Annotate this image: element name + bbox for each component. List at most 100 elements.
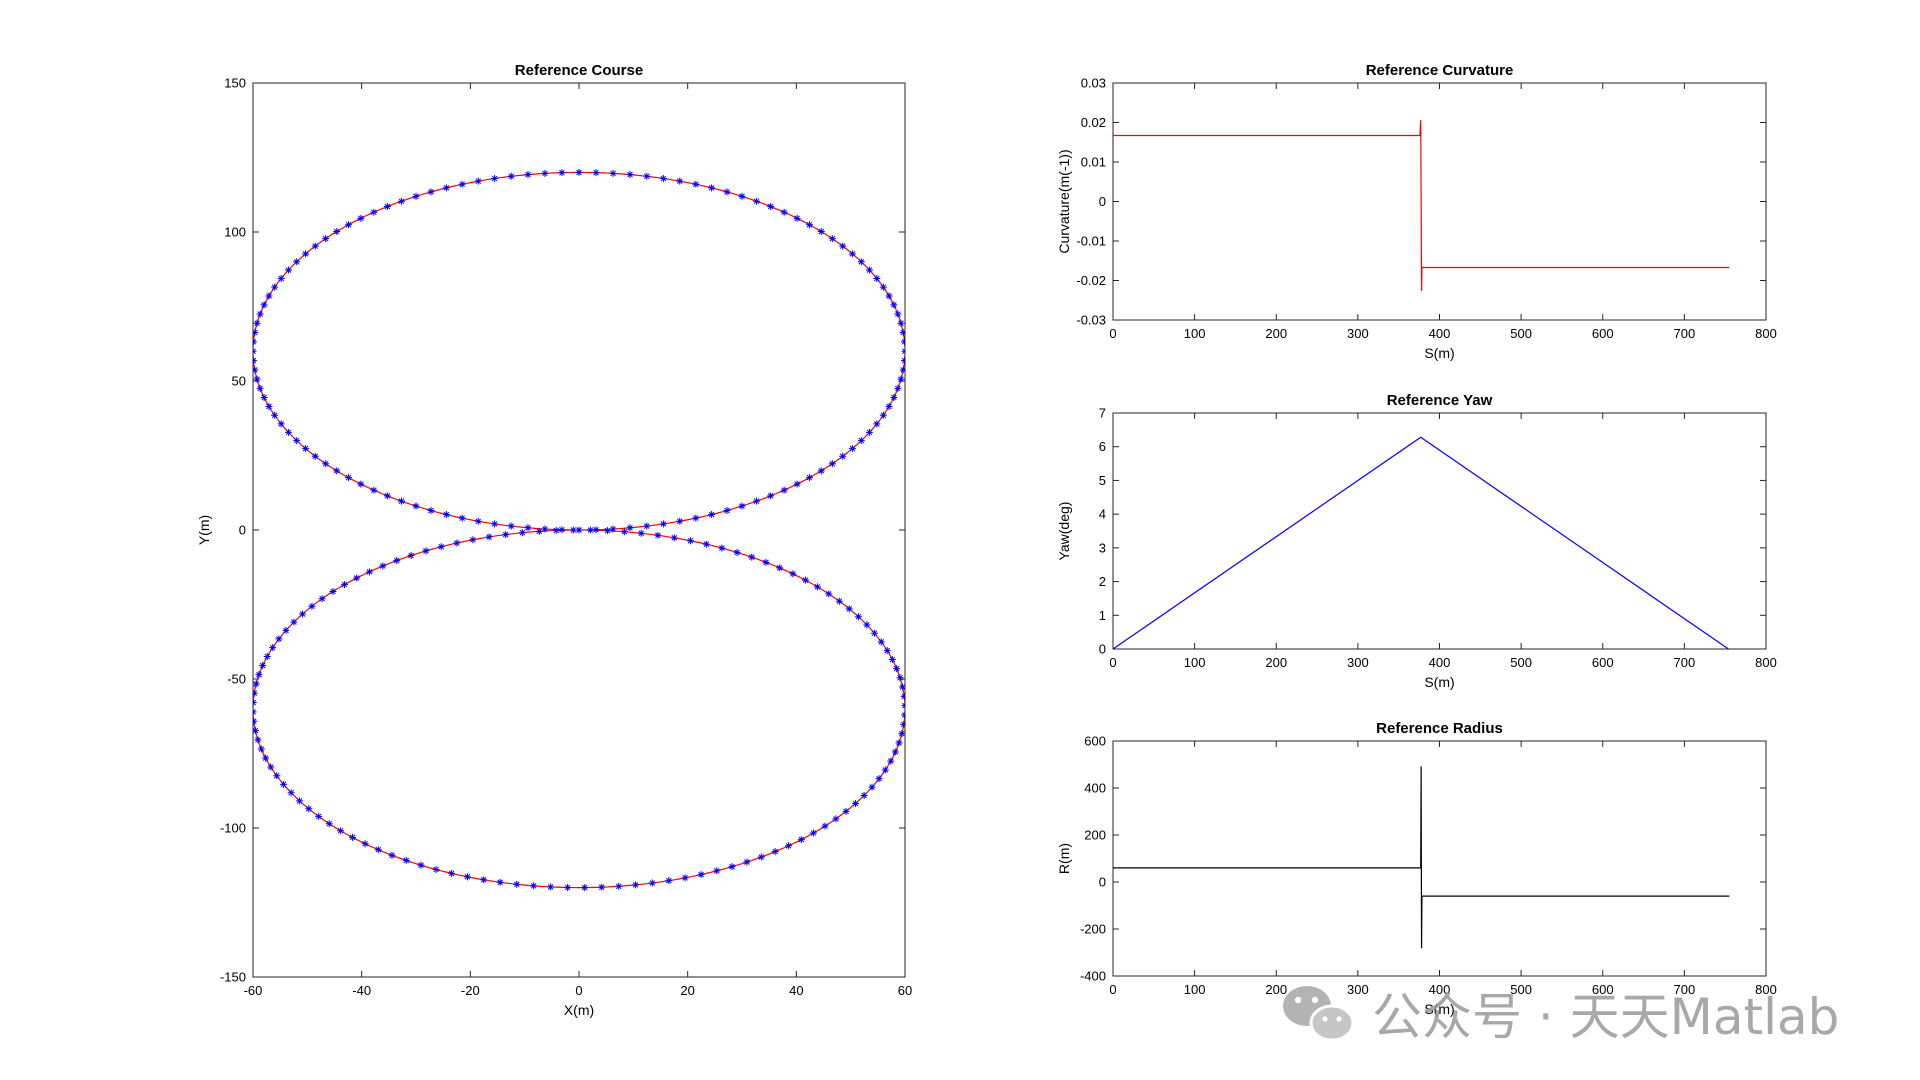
data-point-marker bbox=[873, 274, 881, 282]
data-point-marker bbox=[839, 242, 847, 250]
data-point-marker bbox=[900, 692, 905, 700]
data-point-marker bbox=[828, 235, 836, 243]
data-point-marker bbox=[854, 613, 862, 621]
data-point-marker bbox=[753, 197, 761, 205]
data-point-marker bbox=[273, 772, 281, 780]
y-tick-label: 0.01 bbox=[1081, 155, 1106, 170]
data-point-marker bbox=[558, 169, 566, 177]
series-markers bbox=[253, 168, 905, 892]
data-point-marker bbox=[748, 553, 756, 561]
data-point-marker bbox=[379, 562, 387, 570]
data-point-marker bbox=[333, 228, 341, 236]
data-point-marker bbox=[290, 618, 298, 626]
data-point-marker bbox=[277, 420, 285, 428]
data-point-marker bbox=[265, 292, 273, 300]
data-point-marker bbox=[370, 208, 378, 216]
data-point-marker bbox=[458, 180, 466, 188]
plot-content bbox=[1113, 436, 1729, 649]
data-point-marker bbox=[877, 638, 885, 646]
x-tick-label: -20 bbox=[461, 983, 480, 998]
y-tick-label: 200 bbox=[1084, 828, 1106, 843]
data-point-marker bbox=[899, 329, 905, 337]
data-point-marker bbox=[620, 528, 628, 536]
data-point-marker bbox=[592, 526, 600, 534]
y-axis-label: Curvature(m(-1)) bbox=[1056, 149, 1072, 253]
data-point-marker bbox=[767, 203, 775, 211]
x-tick-label: 300 bbox=[1347, 326, 1369, 341]
data-point-marker bbox=[793, 480, 801, 488]
y-tick-label: 0.03 bbox=[1081, 76, 1106, 91]
data-point-marker bbox=[848, 445, 856, 453]
data-point-marker bbox=[285, 428, 293, 436]
y-tick-label: 600 bbox=[1084, 734, 1106, 749]
data-point-marker bbox=[491, 520, 499, 528]
data-point-marker bbox=[322, 235, 330, 243]
data-point-marker bbox=[609, 169, 617, 177]
data-point-marker bbox=[253, 375, 261, 383]
data-point-marker bbox=[676, 517, 684, 525]
data-point-marker bbox=[253, 717, 258, 725]
data-point-marker bbox=[801, 576, 809, 584]
data-point-marker bbox=[518, 529, 526, 537]
data-point-marker bbox=[552, 526, 560, 534]
x-tick-label: 300 bbox=[1347, 982, 1369, 997]
data-point-marker bbox=[507, 172, 515, 180]
x-axis-label: S(m) bbox=[1424, 345, 1454, 361]
data-point-marker bbox=[626, 171, 634, 179]
data-point-marker bbox=[262, 754, 270, 762]
data-point-marker bbox=[865, 266, 873, 274]
y-tick-label: -0.01 bbox=[1076, 234, 1106, 249]
series-line bbox=[1113, 436, 1729, 649]
data-point-marker bbox=[480, 876, 488, 884]
data-point-marker bbox=[311, 452, 319, 460]
data-point-marker bbox=[507, 522, 515, 530]
data-point-marker bbox=[267, 763, 275, 771]
data-point-marker bbox=[337, 827, 345, 835]
data-point-marker bbox=[753, 497, 761, 505]
data-point-marker bbox=[569, 526, 577, 534]
data-point-marker bbox=[771, 848, 779, 856]
data-point-marker bbox=[412, 502, 420, 510]
data-point-marker bbox=[632, 881, 640, 889]
data-point-marker bbox=[393, 557, 401, 565]
data-point-marker bbox=[626, 524, 634, 532]
data-point-marker bbox=[361, 840, 369, 848]
data-point-marker bbox=[305, 805, 313, 813]
data-point-marker bbox=[780, 208, 788, 216]
data-point-marker bbox=[738, 192, 746, 200]
data-point-marker bbox=[728, 863, 736, 871]
data-point-marker bbox=[302, 445, 310, 453]
plot-area bbox=[1112, 412, 1767, 650]
data-point-marker bbox=[897, 375, 905, 383]
data-point-marker bbox=[254, 736, 262, 744]
data-point-marker bbox=[253, 699, 257, 707]
x-tick-label: 500 bbox=[1510, 655, 1532, 670]
data-point-marker bbox=[860, 791, 868, 799]
y-tick-label: -0.02 bbox=[1076, 273, 1106, 288]
x-axis-label: S(m) bbox=[1424, 1001, 1454, 1017]
y-tick-label: -150 bbox=[220, 970, 246, 985]
x-tick-label: 600 bbox=[1592, 326, 1614, 341]
data-point-marker bbox=[643, 172, 651, 180]
data-point-marker bbox=[857, 437, 865, 445]
x-tick-label: 600 bbox=[1592, 982, 1614, 997]
data-point-marker bbox=[349, 833, 357, 841]
x-tick-label: 300 bbox=[1347, 655, 1369, 670]
data-point-marker bbox=[708, 184, 716, 192]
data-point-marker bbox=[733, 548, 741, 556]
x-tick-label: 400 bbox=[1429, 326, 1451, 341]
y-tick-label: 100 bbox=[224, 225, 246, 240]
data-point-marker bbox=[743, 858, 751, 866]
data-point-marker bbox=[789, 570, 797, 578]
watermark: 公众号 · 天天Matlab bbox=[1283, 986, 1839, 1046]
y-tick-label: 0 bbox=[239, 523, 246, 538]
data-point-marker bbox=[253, 357, 257, 365]
x-tick-label: 200 bbox=[1265, 326, 1287, 341]
data-point-marker bbox=[883, 647, 891, 655]
y-tick-label: 150 bbox=[224, 76, 246, 91]
data-point-marker bbox=[311, 242, 319, 250]
data-point-marker bbox=[890, 393, 898, 401]
data-point-marker bbox=[817, 467, 825, 475]
data-point-marker bbox=[558, 526, 566, 534]
chart-1: -60 -40 -20 0 20 40 60 -150 -100 -50 0 50 100 150 Refe… bbox=[196, 62, 912, 1018]
